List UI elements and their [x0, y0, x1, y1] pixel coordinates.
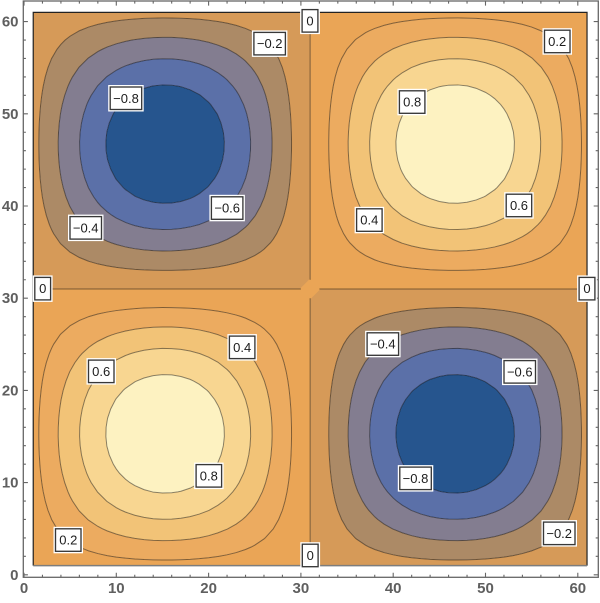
- svg-text:60: 60: [569, 580, 586, 597]
- svg-text:20: 20: [200, 580, 217, 597]
- svg-text:0: 0: [39, 281, 46, 296]
- svg-text:0.2: 0.2: [59, 533, 77, 548]
- svg-text:0.8: 0.8: [200, 468, 218, 483]
- svg-text:50: 50: [2, 106, 19, 123]
- svg-text:0: 0: [10, 567, 18, 584]
- svg-text:−0.6: −0.6: [214, 201, 240, 216]
- svg-text:20: 20: [2, 382, 19, 399]
- svg-text:0.8: 0.8: [403, 95, 421, 110]
- svg-text:−0.8: −0.8: [403, 471, 429, 486]
- svg-text:0.4: 0.4: [360, 213, 378, 228]
- svg-text:0: 0: [307, 548, 314, 563]
- svg-text:0: 0: [583, 281, 590, 296]
- svg-text:0.4: 0.4: [233, 340, 251, 355]
- svg-text:−0.4: −0.4: [370, 337, 396, 352]
- svg-text:−0.4: −0.4: [73, 220, 99, 235]
- svg-text:0.2: 0.2: [548, 34, 566, 49]
- svg-text:−0.2: −0.2: [546, 526, 572, 541]
- svg-text:0.6: 0.6: [92, 364, 110, 379]
- svg-text:40: 40: [385, 580, 402, 597]
- svg-text:−0.6: −0.6: [507, 364, 533, 379]
- svg-text:−0.2: −0.2: [257, 36, 283, 51]
- svg-text:0.6: 0.6: [510, 198, 528, 213]
- svg-text:40: 40: [2, 198, 19, 215]
- svg-text:10: 10: [108, 580, 125, 597]
- svg-text:0: 0: [306, 13, 313, 28]
- svg-text:30: 30: [2, 290, 19, 307]
- svg-text:60: 60: [2, 14, 19, 31]
- svg-text:−0.8: −0.8: [113, 91, 139, 106]
- svg-text:30: 30: [293, 580, 310, 597]
- svg-text:10: 10: [2, 475, 19, 492]
- svg-text:0: 0: [20, 580, 28, 597]
- svg-text:50: 50: [477, 580, 494, 597]
